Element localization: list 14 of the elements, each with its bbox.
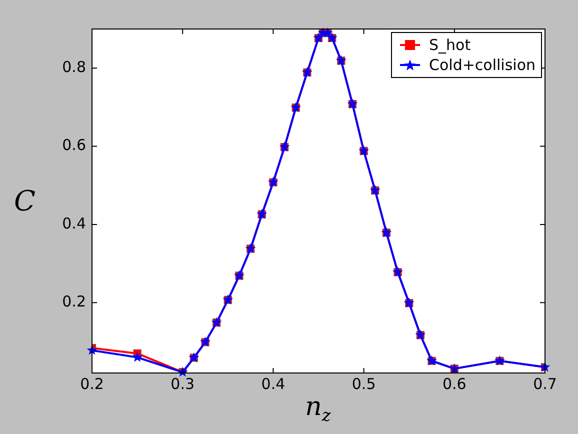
x-tick-label: 0.2 xyxy=(80,374,104,393)
y-tick-label: 0.2 xyxy=(62,292,86,311)
x-tick-label: 0.3 xyxy=(170,374,195,393)
x-tick-label: 0.6 xyxy=(442,374,466,393)
y-tick-label: 0.6 xyxy=(62,136,86,154)
x-tick-label: 0.5 xyxy=(352,374,376,393)
x-axis-title: n$_{z}$ xyxy=(305,392,331,426)
x-tick-label: 0.7 xyxy=(533,374,557,393)
y-tick-label: 0.4 xyxy=(62,214,86,232)
y-tick-label: 0.8 xyxy=(62,58,86,76)
y-axis-title: C xyxy=(14,184,36,218)
x-tick-label: 0.4 xyxy=(261,374,286,393)
legend-label: Cold+collision xyxy=(429,55,536,75)
legend-label: S_hot xyxy=(429,35,471,55)
